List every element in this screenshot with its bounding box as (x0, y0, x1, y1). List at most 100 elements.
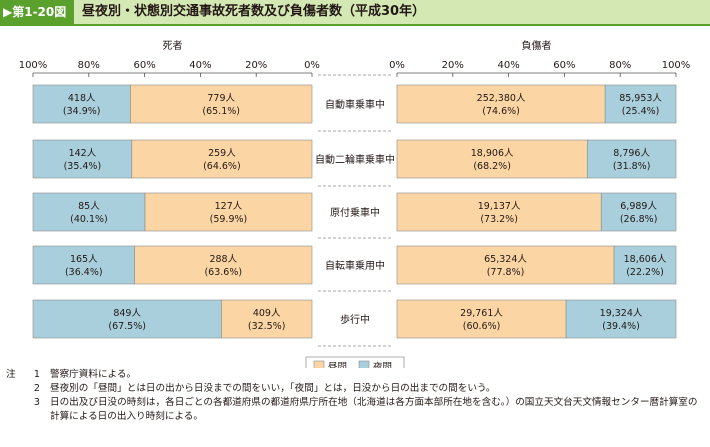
deaths-bar-segment (131, 139, 313, 179)
deaths-tick-label: 100% (19, 60, 48, 71)
deaths-bar-count-label: 127人 (215, 201, 243, 212)
injured-bar-count-label: 85,953人 (619, 93, 662, 104)
category-label: 歩行中 (340, 313, 370, 326)
day-night-chart: 死者 0% 20% 40% 60% 80% 100% 779人 (65.1%) 418人 (34.9… (19, 39, 691, 368)
deaths-tick-label: 60% (133, 60, 155, 71)
deaths-bar-percent-label: (34.9%) (63, 106, 101, 117)
deaths-bar-count-label: 85人 (78, 201, 100, 212)
injured-bar-count-label: 8,796人 (613, 148, 650, 159)
deaths-bar-segment (32, 192, 146, 232)
deaths-bar-percent-label: (59.9%) (210, 214, 248, 225)
category-label: 自転車乗用中 (325, 259, 385, 272)
injured-tick-label: 20% (442, 60, 464, 71)
injured-bar-percent-label: (60.6%) (463, 321, 501, 332)
note-text: 昼夜別の「昼間」とは日の出から日没までの間をいい，「夜間」とは，日没から日の出ま… (50, 383, 496, 394)
injured-bar-percent-label: (73.2%) (480, 214, 518, 225)
deaths-panel-title: 死者 (163, 40, 183, 52)
injured-bar-segment (396, 245, 615, 285)
deaths-bar-segment (134, 245, 313, 285)
deaths-bar-segment (32, 245, 135, 285)
injured-panel-title: 負傷者 (522, 39, 552, 52)
injured-bar-segment (396, 84, 606, 124)
legend-label: 夜間 (373, 361, 392, 368)
note-2: 2 昼夜別の「昼間」とは日の出から日没までの間をいい，「夜間」とは，日没から日の… (6, 382, 706, 396)
injured-bar-segment (600, 192, 677, 232)
category-label: 原付乗車中 (330, 206, 380, 219)
injured-bar-segment (396, 139, 588, 179)
category-label: 自動二輪車乗車中 (315, 153, 395, 166)
deaths-bar-percent-label: (64.6%) (203, 161, 241, 172)
deaths-bar-segment (32, 299, 222, 339)
injured-bar-percent-label: (68.2%) (473, 161, 511, 172)
injured-bar-percent-label: (25.4%) (622, 106, 660, 117)
figure-header: ▶第1-20図 昼夜別・状態別交通事故死者数及び負傷者数（平成30年） (0, 0, 710, 27)
figure-title: 昼夜別・状態別交通事故死者数及び負傷者数（平成30年） (82, 4, 426, 19)
injured-bar-segment (604, 84, 677, 124)
deaths-bar-segment (221, 299, 313, 339)
injured-bar-percent-label: (39.4%) (602, 321, 640, 332)
legend-swatch (358, 360, 370, 368)
injured-bar-segment (613, 245, 677, 285)
note-number: 3 (33, 397, 40, 408)
deaths-tick-label: 40% (189, 60, 211, 71)
note-3-continued: 計算による日の出入り時刻による。 (6, 410, 706, 424)
deaths-bar-percent-label: (63.6%) (204, 267, 242, 278)
figure-label: ▶第1-20図 (0, 0, 74, 24)
deaths-bar-percent-label: (36.4%) (65, 267, 103, 278)
deaths-bar-segment (32, 139, 133, 179)
legend-label: 昼間 (328, 362, 347, 368)
deaths-bar-count-label: 259人 (208, 148, 236, 159)
deaths-bar-count-label: 409人 (253, 308, 281, 319)
injured-tick-label: 60% (553, 60, 575, 71)
injured-bar-count-label: 65,324人 (484, 254, 527, 265)
deaths-bar-count-label: 165人 (70, 254, 98, 265)
injured-bar-segment (396, 192, 602, 232)
deaths-bar-segment (32, 84, 131, 124)
injured-bar-segment (586, 139, 677, 179)
injured-tick-label: 80% (609, 60, 631, 71)
note-text: 計算による日の出入り時刻による。 (50, 411, 203, 422)
injured-bar-percent-label: (22.2%) (626, 267, 664, 278)
deaths-bar-count-label: 142人 (69, 148, 97, 159)
deaths-bar-segment (130, 84, 313, 124)
deaths-bar-percent-label: (67.5%) (108, 321, 146, 332)
deaths-bar-count-label: 288人 (209, 254, 237, 265)
deaths-bar-percent-label: (35.4%) (64, 161, 102, 172)
injured-tick-label: 100% (662, 60, 691, 71)
header-rule (0, 24, 710, 26)
injured-bar-count-label: 29,761人 (460, 308, 503, 319)
injured-bar-count-label: 19,324人 (600, 308, 643, 319)
injured-bar-count-label: 252,380人 (477, 93, 526, 104)
injured-bar-percent-label: (26.8%) (620, 214, 658, 225)
injured-bar-percent-label: (31.8%) (613, 161, 651, 172)
note-3: 3 日の出及び日没の時刻は，各日ごとの各都道府県の都道府県庁所在地（北海道は各方… (6, 396, 706, 410)
note-number: 2 (33, 383, 40, 394)
injured-bar-segment (565, 299, 677, 339)
deaths-tick-label: 0% (304, 60, 320, 71)
injured-tick-label: 0% (389, 60, 405, 71)
note-number: 1 (33, 369, 40, 380)
notes: 注 1 警察庁資料による。 2 昼夜別の「昼間」とは日の出から日没までの間をいい… (6, 368, 706, 424)
injured-bar-count-label: 18,906人 (471, 148, 514, 159)
note-prefix: 注 (6, 369, 16, 380)
deaths-tick-label: 80% (78, 60, 100, 71)
injured-bar-count-label: 19,137人 (478, 201, 521, 212)
injured-bar-count-label: 18,606人 (624, 254, 667, 265)
deaths-bar-percent-label: (32.5%) (248, 321, 286, 332)
injured-bar-percent-label: (74.6%) (482, 106, 520, 117)
injured-bar-count-label: 6,989人 (620, 201, 657, 212)
category-label: 自動車乗車中 (325, 98, 385, 111)
deaths-bar-count-label: 779人 (207, 93, 235, 104)
note-1: 注 1 警察庁資料による。 (6, 368, 706, 382)
deaths-bar-percent-label: (65.1%) (202, 106, 240, 117)
deaths-bar-segment (144, 192, 313, 232)
legend-swatch (313, 360, 325, 368)
deaths-tick-label: 20% (245, 60, 267, 71)
header-band (0, 0, 710, 24)
deaths-bar-percent-label: (40.1%) (70, 214, 108, 225)
injured-bar-percent-label: (77.8%) (487, 267, 525, 278)
note-text: 警察庁資料による。 (50, 369, 137, 380)
legend-box (305, 356, 405, 368)
injured-bar-segment (396, 299, 567, 339)
note-text: 日の出及び日没の時刻は，各日ごとの各都道府県の都道府県庁所在地（北海道は各方面本… (50, 397, 698, 408)
